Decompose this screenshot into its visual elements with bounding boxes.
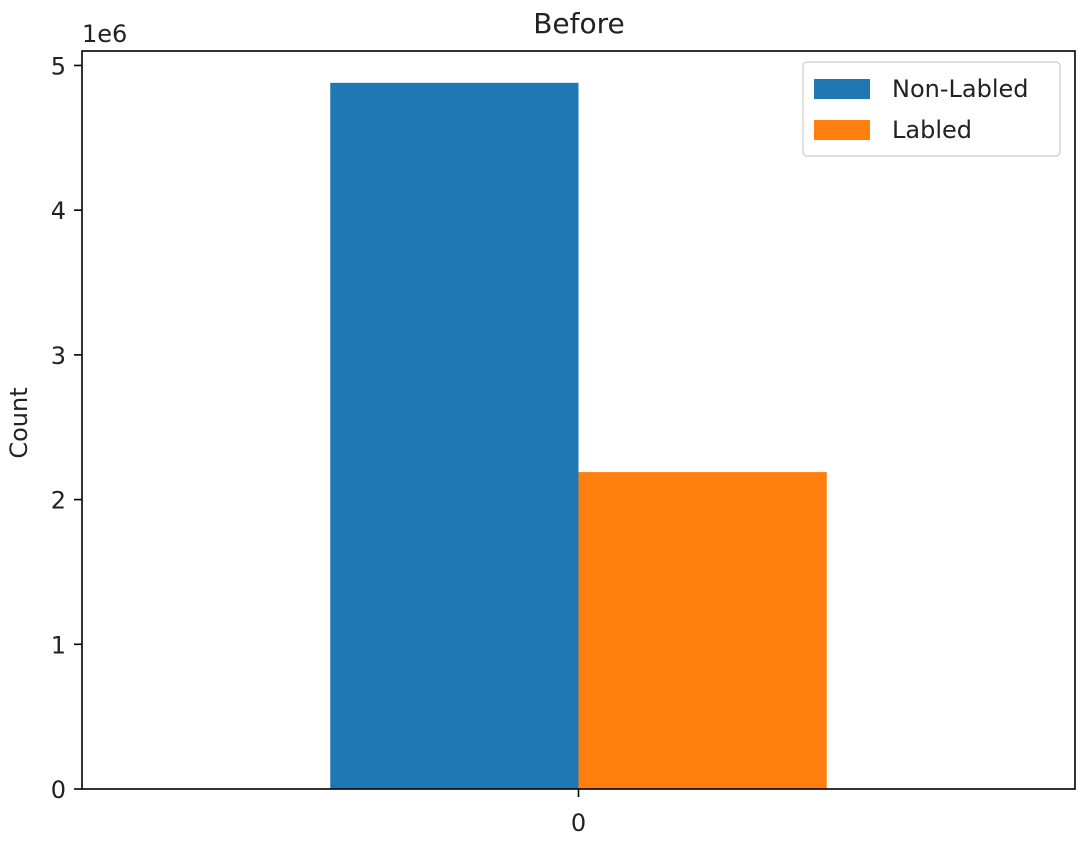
y-tick-label: 4 [51, 197, 66, 225]
y-tick-label: 5 [51, 52, 66, 80]
y-tick-label: 2 [51, 487, 66, 515]
bar-non-labled-0 [330, 82, 579, 789]
legend-swatch-non-labled [814, 79, 870, 99]
legend-label-non-labled: Non-Labled [892, 75, 1029, 103]
y-multiplier-label: 1e6 [82, 20, 127, 48]
legend-label-labled: Labled [892, 116, 972, 144]
legend-swatch-labled [814, 120, 870, 140]
y-tick-label: 1 [51, 631, 66, 659]
plot-frame [81, 50, 1076, 790]
y-ticks-group: 0 1 2 3 4 5 [51, 52, 82, 804]
x-ticks-group: 0 [571, 789, 586, 837]
bars-group [330, 82, 827, 789]
y-axis-label: Count [5, 387, 33, 458]
y-tick-label: 3 [51, 342, 66, 370]
x-tick-label: 0 [571, 809, 586, 837]
bar-labled-0 [578, 472, 827, 789]
y-tick-label: 0 [51, 776, 66, 804]
chart-title: Before [533, 7, 625, 40]
legend: Non-Labled Labled [802, 61, 1061, 157]
